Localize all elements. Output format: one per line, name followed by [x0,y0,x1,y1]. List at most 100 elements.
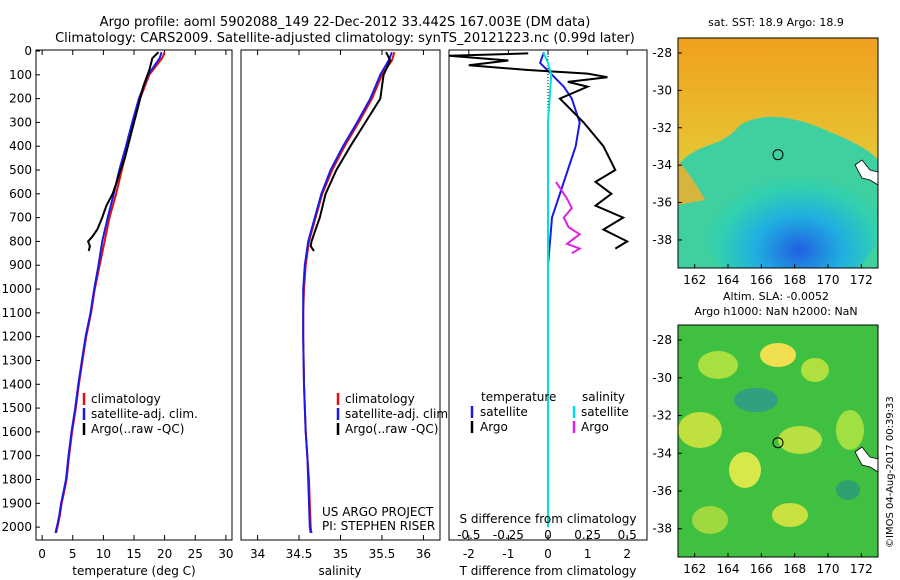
argo-position-marker [772,437,784,449]
y-tick-label: 400 [9,139,32,153]
salinity-legend: climatology satellite-adj. clim. Argo(..… [336,392,452,436]
sla-high-anomaly [778,426,822,454]
y-tick-label: 1700 [1,449,32,463]
legend-label-argo: Argo(..raw -QC) [345,422,438,436]
x2-tick-label: -0.25 [493,528,524,542]
sla-high-anomaly [772,503,808,527]
y-tick-label: 500 [9,163,32,177]
map-y-tick-label: -30 [652,371,672,385]
y-tick-label: 1600 [1,425,32,439]
map-x-tick-label: 164 [717,273,740,287]
y-tick-label: 800 [9,234,32,248]
coastline [854,159,878,186]
x2-tick-label: 0 [544,528,552,542]
difference-legend: temperature salinity satellite Argo sate… [470,390,629,434]
sst-map-title: sat. SST: 18.9 Argo: 18.9 [708,16,844,29]
x-tick-label: -2 [463,547,475,561]
y-tick-label: 1000 [1,282,32,296]
x-tick-label: 35.5 [369,547,396,561]
y-tick-label: 1500 [1,401,32,415]
sla-high-anomaly [692,506,728,534]
y-tick-label: 900 [9,258,32,272]
series-line-argo [86,51,160,252]
sla-high-anomaly [678,412,722,448]
map-y-tick-label: -38 [652,522,672,536]
sla-high-anomaly [729,452,761,488]
map-y-tick-label: -30 [652,83,672,97]
y-tick-label: 0 [24,44,32,58]
x-tick-label: 25 [188,547,203,561]
map-x-tick-label: 168 [783,562,806,576]
x-tick-label: 10 [96,547,111,561]
series-line-satellite-adj-clim- [302,51,393,534]
series-line-temperature-argo [448,52,630,250]
imos-timestamp: ©IMOS 04-Aug-2017 00:39:33 [885,396,896,548]
map-y-tick-label: -38 [652,233,672,247]
map-x-tick-label: 168 [783,273,806,287]
sla-map: Altim. SLA: -0.0052 Argo h1000: NaN h200… [652,290,879,576]
figure-title-line1: Argo profile: aoml 5902088_149 22-Dec-20… [100,15,591,30]
map-y-tick-label: -34 [652,446,672,460]
x-tick-label: 2 [623,547,631,561]
sst-cold-core [700,152,878,268]
y-tick-label: 1800 [1,472,32,486]
project-label: US ARGO PROJECT [322,505,434,519]
temperature-x-label: temperature (deg C) [72,564,195,578]
x-tick-label: 1 [584,547,592,561]
legend-label-sal-argo: Argo [581,420,609,434]
sla-low-anomaly [836,480,860,500]
y-tick-label: 600 [9,187,32,201]
map-x-tick-label: 170 [817,562,840,576]
sla-high-anomaly [801,358,829,382]
temperature-panel: 0100200300400500600700800900100011001200… [1,44,233,578]
x-tick-label: 36 [416,547,431,561]
argo-position-marker [772,149,784,161]
y-tick-label: 700 [9,211,32,225]
coastline [854,446,878,473]
map-x-tick-label: 170 [817,273,840,287]
x2-tick-label: 0.5 [618,528,637,542]
map-y-tick-label: -34 [652,158,672,172]
legend-label-argo: Argo(..raw -QC) [91,422,184,436]
map-y-tick-label: -36 [652,484,672,498]
x-tick-label: 34.5 [286,547,313,561]
map-x-tick-label: 172 [850,562,873,576]
sst-map-frame [677,37,879,269]
sla-map-frame [677,324,879,558]
pi-label: PI: STEPHEN RISER [322,519,435,533]
map-x-tick-label: 162 [683,273,706,287]
sla-high-anomaly [760,343,796,367]
s-difference-label: S difference from climatology [460,512,637,526]
x-tick-label: 30 [218,547,233,561]
sla-high-anomaly [698,351,738,379]
y-tick-label: 1300 [1,353,32,367]
map-x-tick-label: 166 [750,562,773,576]
series-line-salinity-satellite [542,51,553,528]
t-difference-label: T difference from climatology [459,564,637,578]
salinity-x-label: salinity [318,564,361,578]
map-x-tick-label: 164 [717,562,740,576]
sla-map-title-line2: Argo h1000: NaN h2000: NaN [694,305,857,318]
x-tick-label: 5 [69,547,77,561]
map-x-tick-label: 172 [850,273,873,287]
sla-high-anomaly [836,410,864,450]
x-tick-label: 15 [126,547,141,561]
y-tick-label: 200 [9,92,32,106]
legend-label-climatology: climatology [345,392,415,406]
map-y-tick-label: -28 [652,333,672,347]
map-y-tick-label: -32 [652,121,672,135]
legend-label-satellite: satellite-adj. clim. [91,407,198,421]
sst-warm-tongue [678,160,705,205]
map-y-tick-label: -36 [652,196,672,210]
legend-label-satellite: satellite-adj. clim. [345,407,452,421]
legend-title-salinity: salinity [582,390,625,404]
x2-tick-label: 0.25 [574,528,601,542]
sla-low-anomaly [734,388,778,412]
figure-title-line2: Climatology: CARS2009. Satellite-adjuste… [55,31,635,46]
sla-map-title-line1: Altim. SLA: -0.0052 [723,290,829,303]
legend-label-climatology: climatology [91,392,161,406]
series-line-satellite-adj-clim- [54,51,163,534]
x-tick-label: 34 [250,547,265,561]
y-tick-label: 300 [9,115,32,129]
